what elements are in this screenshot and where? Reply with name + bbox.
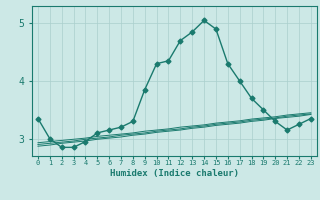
X-axis label: Humidex (Indice chaleur): Humidex (Indice chaleur)	[110, 169, 239, 178]
